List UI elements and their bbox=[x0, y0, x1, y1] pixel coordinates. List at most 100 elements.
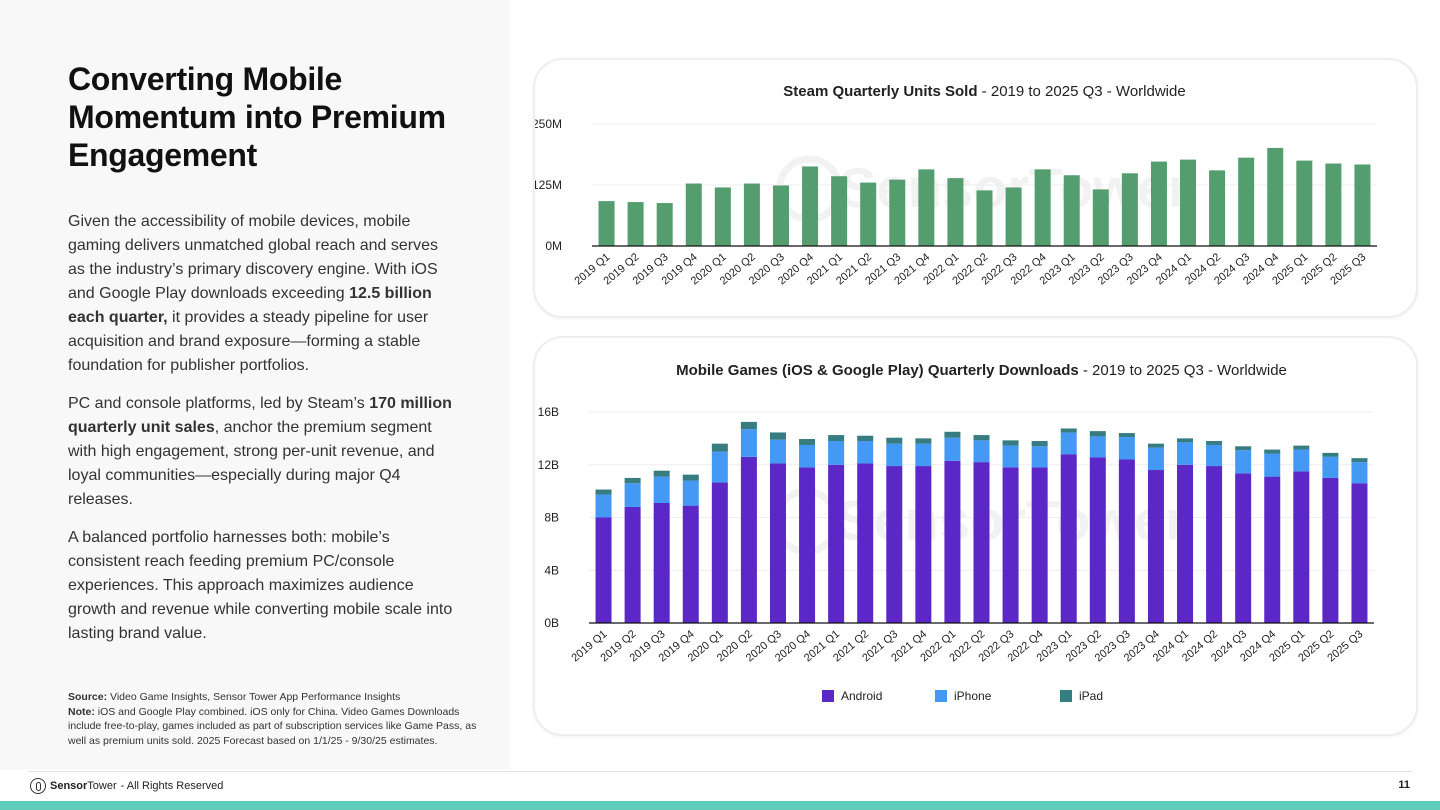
legend-swatch-iphone bbox=[935, 690, 947, 702]
bar-android bbox=[1351, 483, 1368, 623]
bar-ipad bbox=[857, 435, 874, 442]
chart-subtitle: - 2019 to 2025 Q3 - Worldwide bbox=[978, 83, 1186, 100]
bar-iphone bbox=[1177, 442, 1194, 465]
bar-android bbox=[915, 466, 932, 623]
bar-iphone bbox=[1235, 450, 1252, 474]
bar-iphone bbox=[624, 483, 641, 507]
bar-value bbox=[1150, 161, 1167, 246]
bar-ipad bbox=[799, 439, 816, 445]
y-tick-label: 0B bbox=[544, 616, 559, 630]
bar-ipad bbox=[682, 474, 699, 481]
bar-value bbox=[1354, 164, 1371, 246]
bar-ipad bbox=[886, 437, 903, 444]
source-label: Source: bbox=[68, 691, 108, 703]
footer: Sensor Tower - All Rights Reserved bbox=[30, 778, 223, 794]
bar-iphone bbox=[1089, 436, 1106, 458]
bar-value bbox=[772, 185, 789, 246]
bar-android bbox=[1322, 477, 1339, 623]
bar-value bbox=[627, 202, 644, 246]
bar-android bbox=[1002, 467, 1019, 623]
bar-value bbox=[976, 190, 993, 246]
bar-iphone bbox=[1322, 456, 1339, 478]
bar-ipad bbox=[711, 443, 728, 452]
bar-ipad bbox=[944, 431, 961, 438]
bar-value bbox=[1209, 170, 1226, 246]
bar-iphone bbox=[886, 443, 903, 467]
bar-android bbox=[711, 482, 728, 623]
bar-value bbox=[598, 201, 615, 246]
y-tick-label: 125M bbox=[535, 178, 562, 192]
bar-iphone bbox=[740, 429, 757, 457]
bar-value bbox=[1063, 175, 1080, 246]
y-tick-label: 250M bbox=[535, 117, 562, 131]
bar-iphone bbox=[799, 444, 816, 468]
bar-ipad bbox=[1089, 431, 1106, 437]
bar-iphone bbox=[653, 476, 670, 503]
bar-ipad bbox=[1147, 443, 1164, 448]
bar-ipad bbox=[1118, 433, 1135, 438]
bar-ipad bbox=[1351, 458, 1368, 463]
bar-value bbox=[1121, 173, 1138, 246]
legend-swatch-ipad bbox=[1060, 690, 1072, 702]
text: , anchor the premium segment with high e… bbox=[68, 419, 435, 508]
bar-value bbox=[831, 176, 848, 246]
bar-android bbox=[653, 502, 670, 623]
bar-iphone bbox=[711, 451, 728, 483]
y-tick-label: 0M bbox=[545, 239, 562, 253]
bar-value bbox=[743, 183, 760, 246]
bar-android bbox=[682, 505, 699, 623]
left-panel bbox=[0, 0, 510, 770]
y-tick-label: 8B bbox=[544, 511, 559, 525]
bar-android bbox=[857, 463, 874, 623]
bar-android bbox=[799, 467, 816, 623]
footer-accent-bar bbox=[0, 801, 1440, 810]
page-number: 11 bbox=[1398, 779, 1410, 791]
bar-android bbox=[1031, 467, 1048, 623]
steam-chart-card: SensorTowerSteam Quarterly Units Sold - … bbox=[533, 58, 1418, 318]
chart-subtitle: - 2019 to 2025 Q3 - Worldwide bbox=[1079, 362, 1287, 379]
bar-iphone bbox=[1293, 449, 1310, 472]
brand: Tower bbox=[87, 780, 117, 792]
bar-ipad bbox=[740, 421, 757, 430]
bar-android bbox=[973, 462, 990, 623]
brand-bold: Sensor bbox=[50, 780, 88, 792]
bar-value bbox=[1296, 160, 1313, 246]
bar-android bbox=[1147, 470, 1164, 623]
text: Given the accessibility of mobile device… bbox=[68, 213, 438, 302]
mobile-chart-card: SensorTowerMobile Games (iOS & Google Pl… bbox=[533, 336, 1418, 736]
bar-android bbox=[886, 466, 903, 623]
bar-ipad bbox=[1031, 441, 1048, 447]
bar-iphone bbox=[944, 437, 961, 461]
source-notes: Source: Video Game Insights, Sensor Towe… bbox=[68, 690, 488, 748]
bar-ipad bbox=[1177, 438, 1194, 443]
bar-ipad bbox=[653, 470, 670, 477]
bar-iphone bbox=[828, 441, 845, 465]
bar-ipad bbox=[1322, 452, 1339, 457]
steam-units-chart: SensorTowerSteam Quarterly Units Sold - … bbox=[535, 83, 1377, 287]
bar-ipad bbox=[1293, 445, 1310, 450]
note-text: iOS and Google Play combined. iOS only f… bbox=[68, 705, 477, 747]
bar-iphone bbox=[1060, 432, 1077, 455]
bar-value bbox=[802, 166, 819, 246]
bar-android bbox=[1206, 466, 1223, 623]
bar-iphone bbox=[973, 440, 990, 463]
bar-android bbox=[1293, 471, 1310, 623]
bar-iphone bbox=[857, 441, 874, 464]
highlight: 12.5 billion each quarter, bbox=[68, 285, 432, 326]
bar-iphone bbox=[915, 443, 932, 467]
source-text: Video Game Insights, Sensor Tower App Pe… bbox=[107, 691, 401, 703]
bar-value bbox=[947, 178, 964, 246]
bar-android bbox=[1235, 473, 1252, 623]
text: PC and console platforms, led by Steam’s bbox=[68, 395, 370, 412]
mobile-downloads-chart: SensorTowerMobile Games (iOS & Google Pl… bbox=[538, 362, 1374, 703]
bar-iphone bbox=[1206, 444, 1223, 467]
y-tick-label: 16B bbox=[538, 405, 559, 419]
paragraph-2: PC and console platforms, led by Steam’s… bbox=[68, 392, 453, 512]
note-label: Note: bbox=[68, 705, 95, 718]
bar-ipad bbox=[624, 477, 641, 484]
bar-iphone bbox=[1264, 453, 1281, 477]
bar-android bbox=[624, 506, 641, 623]
footer-divider bbox=[28, 771, 1412, 772]
bar-ipad bbox=[769, 432, 786, 440]
bar-android bbox=[828, 464, 845, 623]
